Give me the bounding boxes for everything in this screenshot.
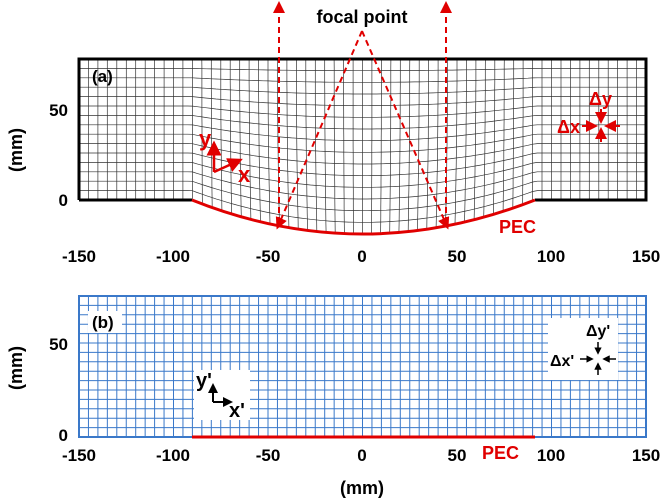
grid-line-vertical [473,59,477,220]
grid-line-vertical [314,59,318,232]
grid-line-vertical [229,59,233,214]
xtick-a-0: 0 [357,247,366,266]
grid-line-vertical [305,59,308,231]
axis-y-symbol: y [199,126,212,151]
grid-line-vertical [267,59,271,224]
delta-x-prime-label: Δx' [550,353,574,370]
delta-markers-a: Δy Δx [557,89,620,142]
ytick-b-50: 50 [49,335,68,354]
grid-line-vertical [502,58,505,212]
axis-x-symbol: x [238,162,251,187]
local-axes-a: y x [199,126,251,187]
grid-line-vertical [483,58,486,218]
xtick-a-150: 150 [632,247,660,266]
grid-line-vertical [522,59,524,205]
deformed-grid [79,58,646,234]
ytick-a-50: 50 [49,101,68,120]
xtick-b-n100: -100 [156,446,190,465]
delta-y-prime-label: Δy' [586,323,610,340]
grid-line-vertical [210,59,213,208]
xticks-b: -150 -100 -50 0 50 100 150 [62,446,660,465]
ytick-b-0: 0 [59,426,68,445]
axis-x-prime-symbol: x' [229,400,245,422]
grid-line-vertical [220,59,223,211]
grid-line-vertical [380,59,382,234]
xlabel-b: (mm) [340,478,384,498]
grid-line-vertical [201,58,203,205]
grid-line-vertical [512,59,515,209]
axis-y-prime-symbol: y' [196,370,212,392]
pec-label-b: PEC [482,443,519,463]
grid-line-vertical [435,59,439,228]
ytick-a-0: 0 [59,191,68,210]
xtick-a-n150: -150 [62,247,96,266]
grid-line-vertical [296,59,299,230]
panel-b-label-bg [88,311,122,333]
xtick-a-n50: -50 [256,247,281,266]
grid-line-vertical [417,59,420,231]
panel-a-label: (a) [92,67,113,86]
grid-line-vertical [333,58,336,234]
grid-line-vertical [258,59,261,222]
local-axes-b: y' x' [194,370,250,422]
grid-line-vertical [343,59,345,234]
grid-line-vertical [248,59,252,220]
ylabel-a: (mm) [6,128,26,172]
grid-line-vertical [389,58,392,234]
grid-line-vertical [286,59,290,228]
pec-curve [191,198,536,236]
xtick-b-100: 100 [537,446,565,465]
xtick-b-n50: -50 [256,446,281,465]
xtick-b-0: 0 [357,446,366,465]
xtick-b-150: 150 [632,446,660,465]
grid-line-vertical [493,59,496,215]
focal-point-label: focal point [317,7,408,27]
delta-markers-b: Δy' Δx' [548,318,618,380]
delta-y-label: Δy [589,89,612,109]
grid-line-vertical [426,59,429,230]
xticks-a: -150 -100 -50 0 50 100 150 [62,247,660,266]
grid-line-vertical [239,59,242,217]
grid-line-vertical [407,58,411,232]
ray-lines [273,0,452,230]
panel-b-label: (b) [92,313,114,332]
delta-x-label: Δx [557,117,580,137]
pec-label-a: PEC [499,217,536,237]
xtick-a-100: 100 [537,247,565,266]
xtick-b-n150: -150 [62,446,96,465]
grid-line-vertical [398,59,401,233]
grid-line-vertical [324,59,327,233]
panel-b: (b) y' x' Δy' Δx' 50 0 (mm) -150 -100 -5… [6,295,660,498]
xtick-b-50: 50 [448,446,467,465]
panel-a: focal point (a) y x Δy Δx PEC 50 0 (mm) … [6,0,660,266]
grid-line-vertical [454,59,458,225]
ylabel-b: (mm) [6,346,26,390]
xtick-a-50: 50 [448,247,467,266]
grid-line-vertical [464,59,467,223]
panel-a-frame [77,57,648,202]
xtick-a-n100: -100 [156,247,190,266]
